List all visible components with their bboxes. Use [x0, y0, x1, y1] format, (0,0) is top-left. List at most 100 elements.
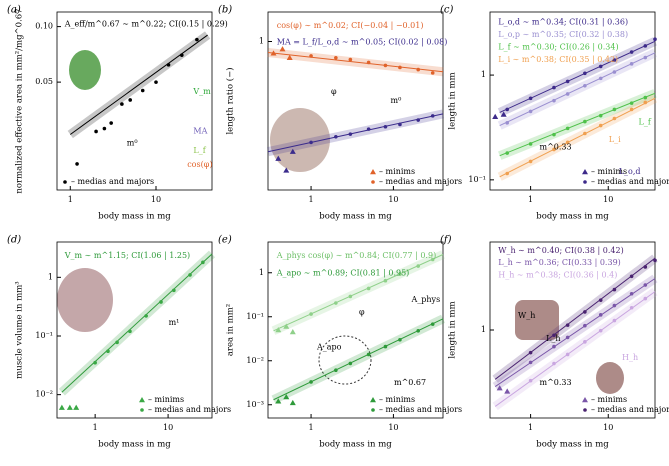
x-tick-label: 10: [603, 423, 613, 432]
y-tick-label: 1: [48, 272, 53, 281]
marker-dot: [416, 118, 421, 122]
y-tick-label: 1: [259, 268, 264, 277]
x-tick-label: 10: [603, 195, 613, 204]
annotation: m⁰: [391, 96, 402, 105]
marker-dot: [629, 50, 634, 54]
x-tick-label: 1: [528, 195, 533, 204]
panel: (f) body mass in mg length in mm 1 10 1 – mini…: [440, 235, 669, 450]
legend-label: – medias and majors: [591, 177, 669, 186]
annotation: L_i ∼ m^0.38; CI(0.35 | 0.42): [498, 55, 618, 64]
annotation: MA = L_f/L_o,d ∼ m^0.05; CI(0.02 | 0.08): [277, 37, 448, 46]
annotation: A_eff/m^0.67 ∼ m^0.22; CI(0.15 | 0.29): [64, 19, 228, 28]
marker-dot: [583, 119, 587, 124]
fit-line: [499, 40, 656, 113]
marker-dot: [383, 344, 388, 349]
marker-dot: [430, 322, 435, 326]
marker-triangle: [289, 148, 296, 154]
marker-dot: [505, 171, 510, 176]
illustration: [318, 335, 372, 385]
legend-marker: [370, 397, 376, 403]
y-axis-label: area in mm²: [226, 304, 236, 356]
y-axis-label: normalized effective area in mm²/mg^0.67: [15, 8, 25, 193]
panel: (c) body mass in mg length in mm 1 10 10⁻¹ 1 – …: [440, 5, 669, 222]
marker-dot: [643, 296, 648, 301]
annotation: L_h ∼ m^0.36; CI(0.33 | 0.39): [498, 258, 621, 267]
marker-dot: [106, 349, 110, 354]
annotation: W_h ∼ m^0.40; CI(0.38 | 0.42): [498, 246, 623, 255]
y-axis-label: length ratio (−): [225, 67, 236, 134]
y-tick-label: 10⁻¹: [246, 312, 264, 321]
marker-triangle: [275, 398, 282, 404]
marker-dot: [583, 131, 587, 136]
legend-marker: [583, 408, 587, 412]
legend-label: – medias and majors: [591, 405, 669, 414]
marker-dot: [416, 328, 421, 333]
marker-dot: [348, 294, 353, 299]
marker-dot: [309, 380, 313, 384]
marker-dot: [643, 283, 648, 287]
marker-dot: [366, 352, 371, 357]
marker-dot: [598, 313, 603, 317]
marker-triangle: [270, 50, 277, 56]
annotation: A_phys: [411, 295, 441, 304]
annotation: m⁰: [127, 139, 138, 148]
marker-dot: [583, 71, 587, 76]
illustration: [69, 50, 101, 90]
marker-dot: [552, 132, 556, 137]
marker-dot: [612, 107, 617, 112]
panel: (e) body mass in mg area in mm² 1 10 10⁻³ 10⁻²…: [218, 235, 462, 450]
marker-dot: [398, 65, 402, 70]
marker-triangle: [283, 394, 290, 400]
legend-marker: [371, 180, 375, 184]
marker-dot: [348, 361, 353, 366]
marker-dot: [430, 114, 435, 118]
marker-dot: [612, 303, 617, 308]
marker-dot: [565, 335, 570, 340]
marker-dot: [598, 113, 603, 118]
marker-dot: [598, 123, 603, 128]
marker-dot: [629, 291, 634, 296]
annotation: m¹: [169, 318, 180, 327]
marker-dot: [102, 126, 107, 131]
x-tick-label: 10: [388, 423, 398, 432]
fit-line: [69, 34, 208, 135]
annotation: L_f: [639, 117, 652, 126]
legend-marker: [63, 180, 67, 184]
marker-dot: [430, 257, 435, 262]
marker-triangle: [286, 54, 293, 60]
x-axis-label: body mass in mg: [319, 212, 392, 222]
marker-dot: [528, 159, 533, 164]
marker-triangle: [492, 113, 499, 119]
annotation: H_h ∼ m^0.38; CI(0.36 | 0.4): [498, 270, 617, 279]
legend-label: – medias and majors: [379, 177, 462, 186]
panel: (b) body mass in mg length ratio (−) 1 10 1 – …: [218, 5, 462, 222]
y-tick-label: 10⁻¹: [35, 331, 53, 340]
marker-dot: [552, 333, 556, 338]
plot-frame: [267, 11, 444, 191]
marker-dot: [643, 100, 648, 105]
x-tick-label: 1: [93, 423, 98, 432]
marker-dot: [140, 88, 145, 93]
marker-triangle: [289, 329, 296, 335]
annotation: m^0.33: [540, 378, 572, 387]
marker-dot: [552, 98, 556, 103]
y-tick-label: 10⁻²: [35, 390, 53, 399]
x-tick-label: 1: [68, 195, 73, 204]
marker-dot: [643, 55, 648, 60]
marker-dot: [583, 310, 587, 314]
annotation: W_h: [518, 311, 535, 320]
plot-frame: [56, 11, 213, 191]
y-axis-label: muscle volume in mm³: [15, 281, 25, 378]
marker-dot: [416, 264, 421, 268]
marker-dot: [109, 121, 113, 125]
marker-triangle: [275, 327, 282, 333]
marker-triangle: [66, 404, 73, 410]
marker-dot: [528, 142, 533, 146]
marker-dot: [612, 116, 617, 121]
marker-dot: [383, 278, 388, 283]
y-tick-label: 1: [481, 70, 486, 79]
marker-dot: [629, 274, 634, 279]
fit-line: [267, 113, 444, 153]
marker-dot: [612, 287, 617, 292]
legend-marker: [139, 397, 145, 403]
